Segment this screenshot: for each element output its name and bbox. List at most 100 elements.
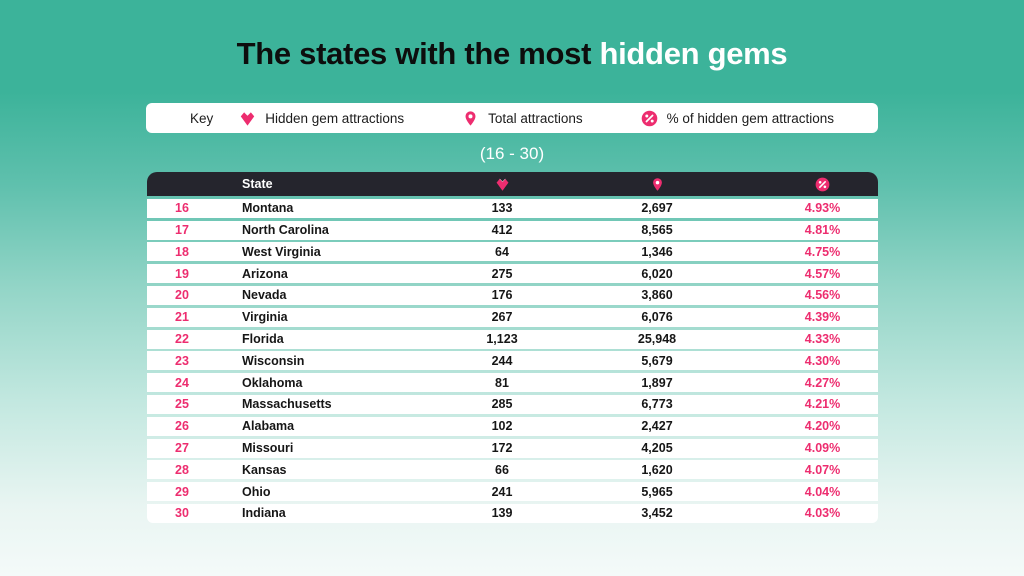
rank-cell: 24 [175,375,189,390]
gems-cell: 66 [495,462,509,477]
gems-cell: 81 [495,375,509,390]
state-cell: Montana [242,201,294,216]
total-cell: 5,679 [641,353,673,368]
state-cell: Oklahoma [242,375,303,390]
state-cell: Alabama [242,419,295,434]
total-cell: 5,965 [641,484,673,499]
total-cell: 4,205 [641,441,673,456]
gems-cell: 102 [491,419,513,434]
state-cell: Virginia [242,310,288,325]
legend-item-total-attractions: Total attractions [462,110,583,127]
total-cell: 6,773 [641,397,673,412]
gems-cell: 285 [491,397,513,412]
state-cell: Wisconsin [242,353,305,368]
pct-cell: 4.03% [804,506,841,521]
pct-cell: 4.30% [804,353,841,368]
state-cell: West Virginia [242,244,321,259]
pct-cell: 4.33% [804,332,841,347]
state-cell: Missouri [242,441,294,456]
pct-cell: 4.81% [804,223,841,238]
table-row: 17 North Carolina 412 8,565 4.81% [147,220,878,240]
rank-cell: 29 [175,484,189,499]
pct-cell: 4.39% [804,310,841,325]
gems-cell: 133 [491,201,513,216]
state-cell: North Carolina [242,223,329,238]
legend-item-label: Hidden gem attractions [265,110,405,126]
table-header: State [147,172,878,196]
pct-cell: 4.93% [804,201,841,216]
gem-icon [457,177,547,192]
pct-cell: 4.20% [804,419,841,434]
total-cell: 2,697 [641,201,673,216]
table-row: 24 Oklahoma 81 1,897 4.27% [147,373,878,393]
pct-cell: 4.57% [804,266,841,281]
legend-item-label: % of hidden gem attractions [666,110,834,126]
table-row: 25 Massachusetts 285 6,773 4.21% [147,394,878,414]
total-cell: 1,346 [641,244,673,259]
gem-icon [239,110,256,127]
state-header-cell: State [242,177,273,191]
pin-icon [547,177,767,192]
total-cell: 3,452 [641,506,673,521]
rank-cell: 22 [175,332,189,347]
total-cell: 1,620 [641,462,673,477]
legend-bar: Key Hidden gem attractions Total attract… [146,103,878,133]
pct-cell: 4.07% [804,462,841,477]
gems-cell: 412 [491,223,513,238]
table-row: 21 Virginia 267 6,076 4.39% [147,307,878,327]
legend-title: Key [190,110,214,126]
state-cell: Kansas [242,462,287,477]
rank-cell: 30 [175,506,189,521]
rank-cell: 17 [175,223,189,238]
table-body: 16 Montana 133 2,697 4.93% 17 North Carolina 41… [147,198,878,523]
rank-cell: 26 [175,419,189,434]
total-cell: 6,076 [641,310,673,325]
gems-cell: 139 [491,506,513,521]
legend-item-label: Total attractions [488,110,583,126]
total-cell: 3,860 [641,288,673,303]
state-cell: Arizona [242,266,288,281]
table-row: 28 Kansas 66 1,620 4.07% [147,460,878,480]
rank-cell: 21 [175,310,189,325]
page-title: The states with the most hidden gems [0,36,1024,72]
range-label: (16 - 30) [479,144,545,163]
table-row: 30 Indiana 139 3,452 4.03% [147,503,878,523]
total-cell: 1,897 [641,375,673,390]
pct-cell: 4.21% [804,397,841,412]
pct-cell: 4.04% [804,484,841,499]
gems-cell: 172 [491,441,513,456]
total-cell: 2,427 [641,419,673,434]
rank-cell: 16 [175,201,189,216]
state-cell: Massachusetts [242,397,332,412]
rank-cell: 28 [175,462,189,477]
total-cell: 8,565 [641,223,673,238]
state-cell: Indiana [242,506,286,521]
percent-icon [767,176,878,192]
total-cell: 6,020 [641,266,673,281]
pct-cell: 4.09% [804,441,841,456]
gems-cell: 267 [491,310,513,325]
gems-cell: 64 [495,244,509,259]
rank-cell: 27 [175,441,189,456]
table-row: 29 Ohio 241 5,965 4.04% [147,482,878,502]
total-cell: 25,948 [637,332,677,347]
percent-icon [640,109,658,127]
rank-cell: 25 [175,397,189,412]
pct-cell: 4.75% [804,244,841,259]
legend-item-hidden-gems: Hidden gem attractions [239,110,404,127]
rank-cell: 18 [175,244,189,259]
rank-cell: 20 [175,288,189,303]
table-row: 19 Arizona 275 6,020 4.57% [147,264,878,284]
table-row: 16 Montana 133 2,697 4.93% [147,198,878,218]
pin-icon [462,110,479,127]
gems-cell: 244 [491,353,513,368]
states-table: State 16 Montana 133 2,697 4.93% 17 North Caro… [147,172,878,523]
rank-cell: 23 [175,353,189,368]
state-cell: Florida [242,332,284,347]
gems-cell: 1,123 [486,332,518,347]
table-row: 18 West Virginia 64 1,346 4.75% [147,242,878,262]
page-title-highlight: hidden gems [599,36,788,71]
rank-cell: 19 [175,266,189,281]
state-cell: Nevada [242,288,287,303]
